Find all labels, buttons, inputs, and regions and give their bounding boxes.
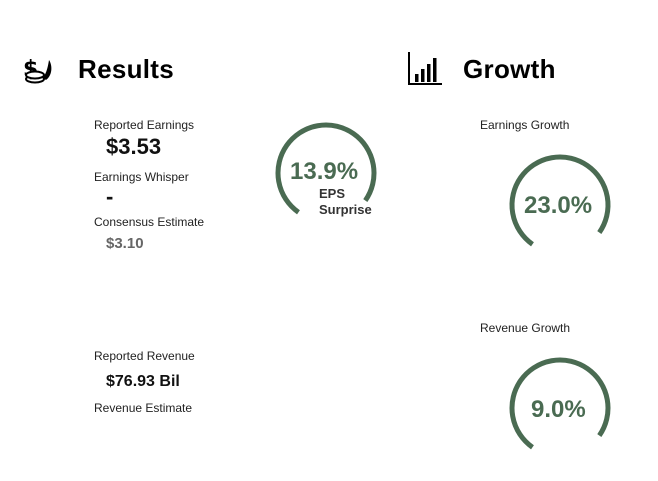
consensus-estimate-label: Consensus Estimate: [94, 215, 205, 229]
earnings-growth-gauge: [509, 154, 611, 247]
growth-title: Growth: [463, 54, 556, 84]
earnings-growth-value: 23.0%: [524, 192, 593, 219]
gauge-arc: [509, 357, 611, 450]
eps-surprise-gauge: [275, 122, 377, 215]
revenue-growth-value: 9.0%: [531, 396, 586, 423]
eps-surprise-value: 13.9%: [290, 158, 359, 185]
reported-revenue-value: $76.93 Bil: [106, 373, 180, 390]
reported-earnings-value: $3.53: [106, 134, 162, 159]
revenue-growth-label: Revenue Growth: [480, 321, 571, 335]
consensus-estimate-value: $3.10: [106, 235, 144, 252]
bar-chart-icon: [407, 50, 443, 86]
earnings-whisper-value: -: [106, 184, 114, 209]
reported-revenue-label: Reported Revenue: [94, 349, 195, 363]
revenue-growth-gauge: [509, 357, 611, 450]
gauge-arc: [509, 154, 611, 247]
money-bag-coins-icon: $: [22, 52, 56, 86]
earnings-whisper-label: Earnings Whisper: [94, 170, 189, 184]
eps-surprise-caption-2: Surprise: [319, 202, 372, 217]
reported-earnings-label: Reported Earnings: [94, 118, 195, 132]
earnings-growth-label: Earnings Growth: [480, 118, 570, 132]
results-title: Results: [78, 54, 175, 84]
gauge-arc: [275, 122, 377, 215]
revenue-estimate-label: Revenue Estimate: [94, 401, 193, 415]
eps-surprise-caption-1: EPS: [319, 186, 346, 201]
